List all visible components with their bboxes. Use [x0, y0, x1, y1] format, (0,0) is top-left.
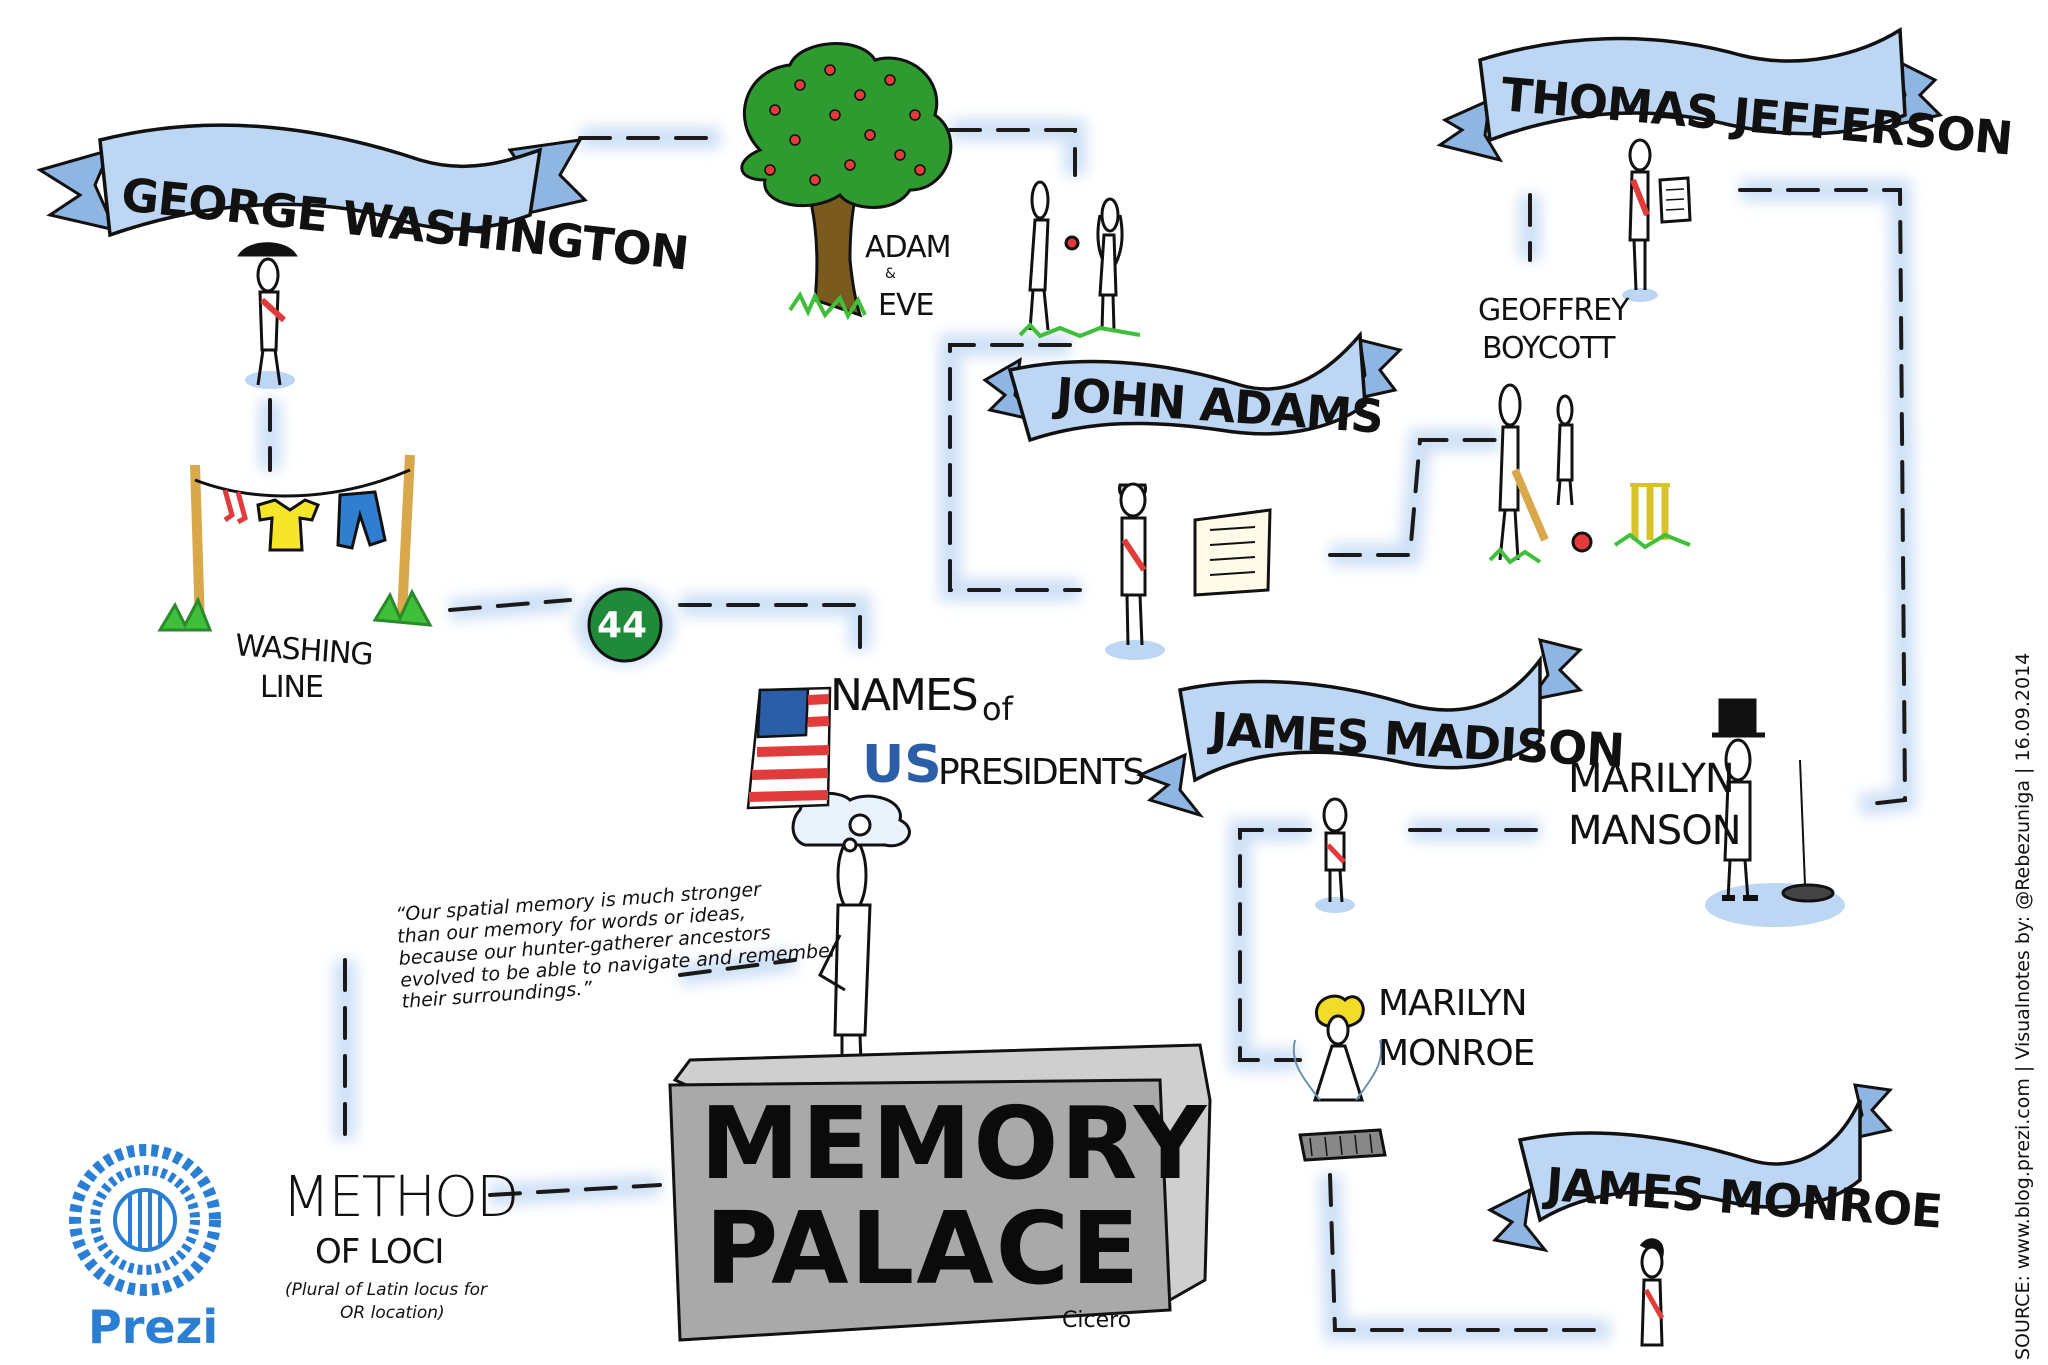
label-adam: ADAM [865, 230, 952, 265]
label-method: METHOD [282, 1165, 519, 1230]
memory-palace-line-1: MEMORY [700, 1085, 1209, 1202]
title-us: US [862, 735, 942, 795]
label-ampersand: & [885, 266, 896, 282]
apple-tree [740, 42, 953, 321]
label-method-note-2: OR location) [340, 1303, 445, 1323]
memory-palace-stone [668, 1043, 1212, 1342]
label-marilyn-manson-1: MARILYN [1568, 756, 1735, 802]
label-method-note-1: (Plural of Latin locus for [285, 1280, 488, 1300]
figure-jefferson [1622, 138, 1692, 302]
prezi-logo [69, 1144, 221, 1296]
title-of: of [982, 690, 1013, 728]
label-marilyn-monroe-2: MONROE [1378, 1033, 1535, 1074]
prezi-wordmark: Prezi [88, 1300, 219, 1354]
washing-line [157, 454, 433, 632]
banner-text-madison: JAMES MADISON [1206, 702, 1625, 778]
label-eve: EVE [878, 288, 934, 323]
label-cicero: Cicero [1062, 1308, 1132, 1333]
figure-marilyn-manson [1705, 698, 1845, 927]
label-of-loci: OF LOCI [315, 1232, 444, 1272]
figure-thinker [791, 791, 911, 1091]
count-badge-number: 44 [597, 605, 648, 646]
us-flag [746, 686, 832, 810]
figure-adam-eve [1018, 180, 1141, 339]
figure-geoffrey-boycott [1488, 383, 1691, 565]
path-dashes [268, 128, 1908, 1332]
banner-thomas-jefferson [1436, 26, 1943, 163]
label-marilyn-manson-2: MANSON [1568, 808, 1742, 854]
figure-james-monroe [1639, 1238, 1665, 1347]
banner-james-madison [1135, 637, 1584, 818]
label-marilyn-monroe-1: MARILYN [1378, 983, 1528, 1024]
figure-washington [237, 242, 298, 389]
figure-james-madison [1315, 797, 1355, 913]
title-names: NAMES [830, 670, 979, 721]
memory-palace-line-2: PALACE [705, 1190, 1142, 1307]
figure-marilyn-monroe [1292, 994, 1387, 1162]
figure-john-adams [1105, 482, 1272, 660]
label-geoffrey: GEOFFREY [1478, 293, 1629, 328]
label-boycott: BOYCOTT [1482, 331, 1615, 366]
title-presidents: PRESIDENTS [938, 752, 1145, 793]
banner-james-monroe [1486, 1083, 1893, 1253]
banner-john-adams [982, 330, 1403, 443]
banner-george-washington [36, 123, 588, 238]
count-badge [575, 585, 675, 665]
label-line: LINE [260, 670, 324, 705]
source-credit: SOURCE: www.blog.prezi.com | Visualnotes… [2012, 652, 2034, 1360]
